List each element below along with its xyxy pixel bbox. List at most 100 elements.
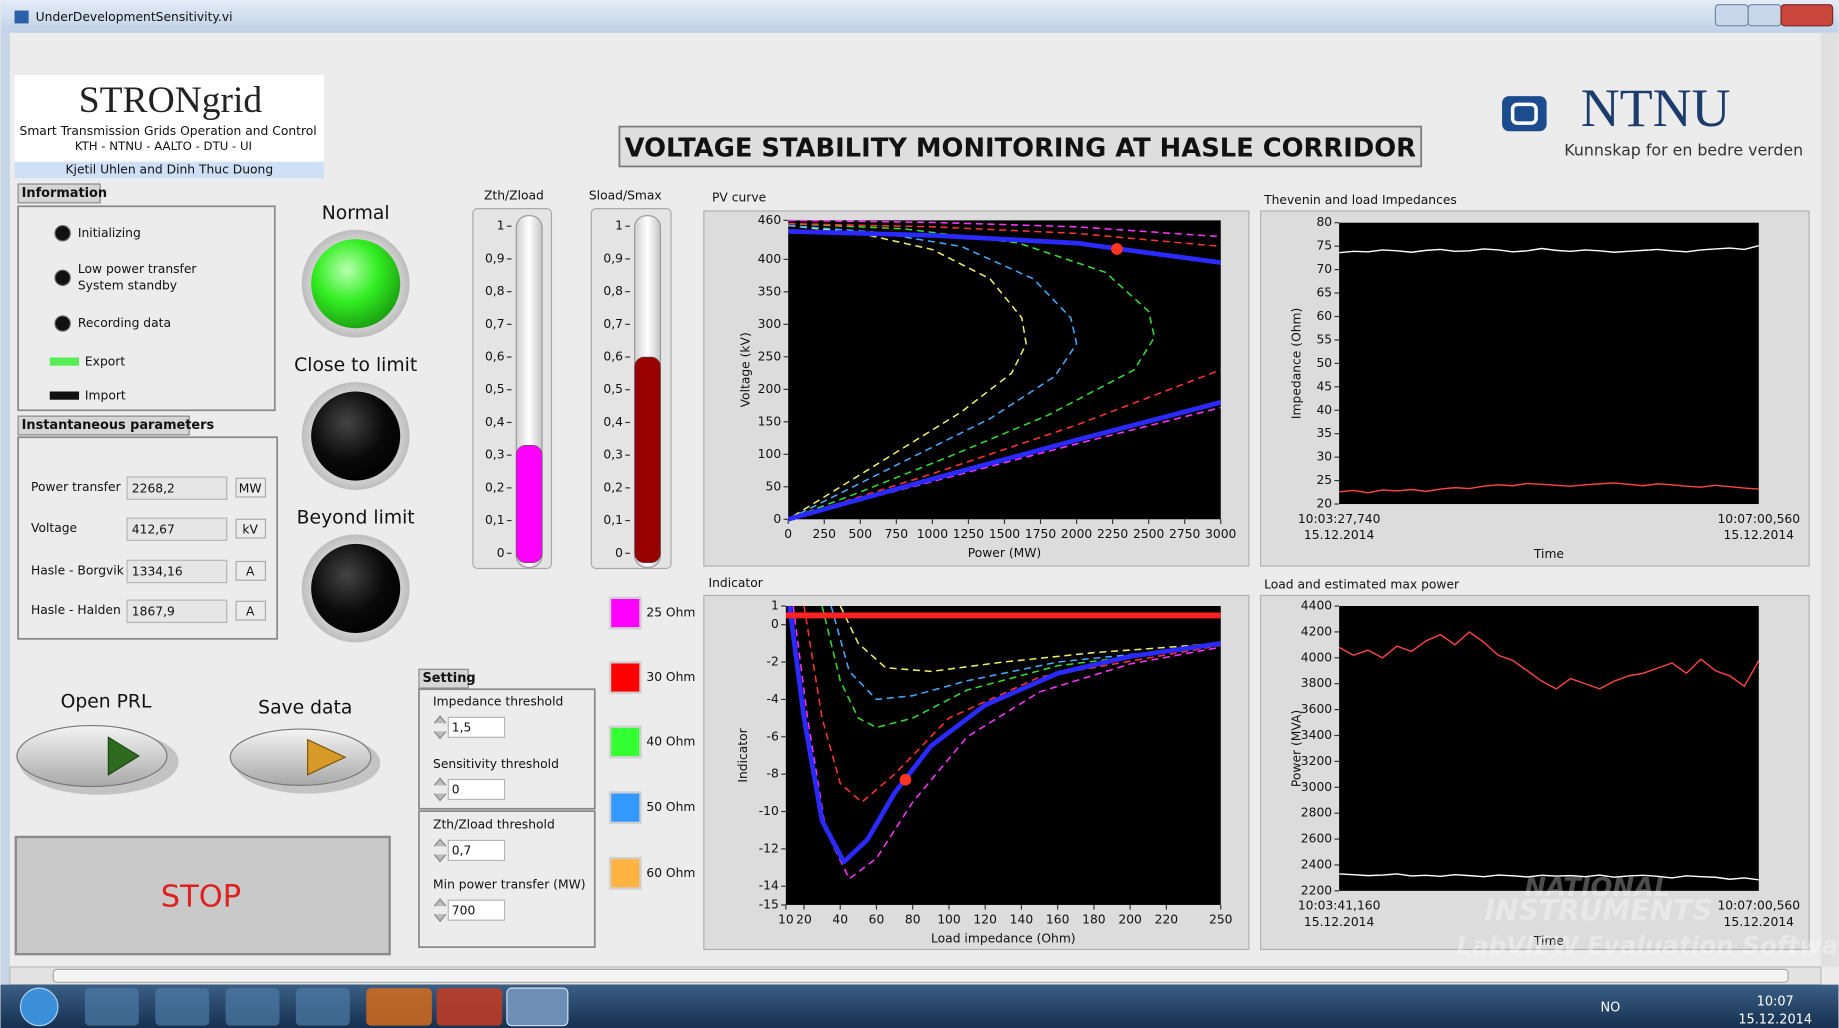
y-tick-label: 45	[1316, 379, 1332, 393]
logo-subtitle: Smart Transmission Grids Operation and C…	[20, 124, 317, 138]
legend-swatch	[610, 727, 640, 757]
legend-label: 25 Ohm	[646, 606, 695, 620]
setting-value: 1,5	[452, 720, 472, 734]
plot-area	[788, 220, 1221, 519]
x-tick-label: 120	[973, 913, 996, 927]
setting-label: Setting	[422, 671, 475, 686]
taskbar-language[interactable]: NO	[1601, 1001, 1621, 1016]
information-text: Import	[85, 389, 126, 403]
y-tick-label: 0,7	[485, 317, 505, 331]
information-text: Recording data	[78, 316, 171, 330]
y-tick-label: 4000	[1301, 650, 1332, 664]
chart-title: Zth/Zload	[484, 188, 544, 202]
x-tick-label: 250	[1209, 913, 1232, 927]
y-tick-label: 0,3	[485, 448, 505, 462]
y-tick-label: 0,2	[485, 480, 505, 494]
taskbar-ie[interactable]	[85, 988, 139, 1026]
y-tick-label: -6	[767, 729, 779, 743]
maximize-button[interactable]	[1748, 5, 1781, 26]
save-data-button[interactable]	[230, 729, 371, 785]
x-time-label: 10:03:27,740	[1298, 512, 1381, 526]
minimize-button[interactable]	[1715, 5, 1748, 26]
taskbar-outlook[interactable]	[366, 988, 432, 1026]
y-tick-label: 0,5	[603, 382, 623, 396]
close-button[interactable]	[1781, 5, 1833, 26]
taskbar-app[interactable]	[296, 988, 350, 1026]
plot-area	[1339, 223, 1759, 504]
parameter-value: 412,67	[132, 522, 175, 536]
information-text: System standby	[78, 279, 177, 293]
y-tick-label: 60	[1316, 309, 1332, 323]
plot-area	[1339, 606, 1759, 891]
parameter-value: 1334,16	[132, 565, 183, 579]
app-icon	[15, 11, 29, 24]
taskbar-explorer[interactable]	[155, 988, 209, 1026]
y-tick-label: 30	[1316, 450, 1332, 464]
y-tick-label: 350	[758, 284, 781, 298]
taskbar-powerpoint[interactable]	[437, 988, 503, 1026]
stop-label: STOP	[161, 879, 241, 914]
x-tick-label: 2000	[1061, 527, 1092, 541]
taskbar-date[interactable]: 15.12.2014	[1738, 1012, 1812, 1027]
setting-value: 0,7	[452, 844, 472, 858]
y-tick-label: 400	[758, 252, 781, 266]
y-tick-label: 3600	[1301, 702, 1332, 716]
ntnu-slogan: Kunnskap for en bedre verden	[1564, 141, 1803, 160]
open-prl-button[interactable]	[17, 726, 167, 787]
y-tick-label: 75	[1316, 239, 1332, 253]
chart-title: Thevenin and load Impedances	[1263, 193, 1457, 207]
y-tick-label: 3200	[1301, 754, 1332, 768]
ntnu-icon	[1502, 96, 1547, 131]
y-tick-label: 200	[758, 382, 781, 396]
x-tick-label: 20	[796, 913, 812, 927]
chart-title: Sload/Smax	[589, 188, 662, 202]
y-tick-label: 0,4	[603, 415, 623, 429]
x-time-label: 10:07:00,560	[1717, 512, 1800, 526]
y-tick-label: 65	[1316, 286, 1332, 300]
y-tick-label: -12	[759, 841, 779, 855]
y-tick-label: 0,7	[603, 317, 623, 331]
legend-swatch	[610, 662, 640, 692]
legend-label: 30 Ohm	[646, 670, 695, 684]
y-tick-label: 0,8	[603, 284, 623, 298]
information-label: Information	[22, 186, 107, 201]
vertical-scrollbar[interactable]	[1821, 33, 1839, 967]
setting-label: Zth/Zload threshold	[433, 818, 555, 832]
parameter-unit: A	[246, 604, 255, 618]
y-tick-label: -14	[759, 879, 779, 893]
y-tick-label: 2200	[1301, 883, 1332, 897]
parameter-label: Hasle - Halden	[31, 603, 121, 617]
y-tick-label: 460	[758, 213, 781, 227]
taskbar-media[interactable]	[226, 988, 280, 1026]
scrollbar-thumb[interactable]	[53, 969, 1788, 982]
indicator-bar	[50, 358, 79, 366]
x-tick-label: 100	[937, 913, 960, 927]
legend-label: 60 Ohm	[646, 866, 695, 880]
y-tick-label: 1	[497, 219, 505, 233]
start-button[interactable]	[20, 988, 58, 1026]
y-axis-label: Impedance (Ohm)	[1289, 308, 1303, 419]
taskbar-labview[interactable]	[507, 988, 568, 1026]
y-tick-label: 0,9	[485, 251, 505, 265]
x-tick-label: 2250	[1097, 527, 1128, 541]
tank-fill	[635, 357, 661, 563]
x-tick-label: 250	[813, 527, 836, 541]
y-tick-label: -4	[767, 692, 779, 706]
taskbar-time[interactable]: 10:07	[1757, 995, 1794, 1010]
page: UnderDevelopmentSensitivity.vi STRONgrid…	[0, 0, 1839, 1028]
y-tick-label: -10	[759, 804, 779, 818]
x-tick-label: 60	[869, 913, 885, 927]
led	[55, 226, 70, 241]
tank-fill	[516, 445, 542, 562]
x-tick-label: 160	[1046, 913, 1069, 927]
y-tick-label: 50	[766, 479, 782, 493]
x-tick-label: 180	[1082, 913, 1105, 927]
legend-swatch	[610, 792, 640, 822]
x-date-label: 15.12.2014	[1724, 528, 1795, 542]
legend-label: 50 Ohm	[646, 800, 695, 814]
y-tick-label: 40	[1316, 403, 1332, 417]
parameter-unit: kV	[242, 522, 258, 536]
x-tick-label: 40	[832, 913, 848, 927]
led	[55, 316, 70, 331]
title-bar	[1, 0, 1839, 33]
